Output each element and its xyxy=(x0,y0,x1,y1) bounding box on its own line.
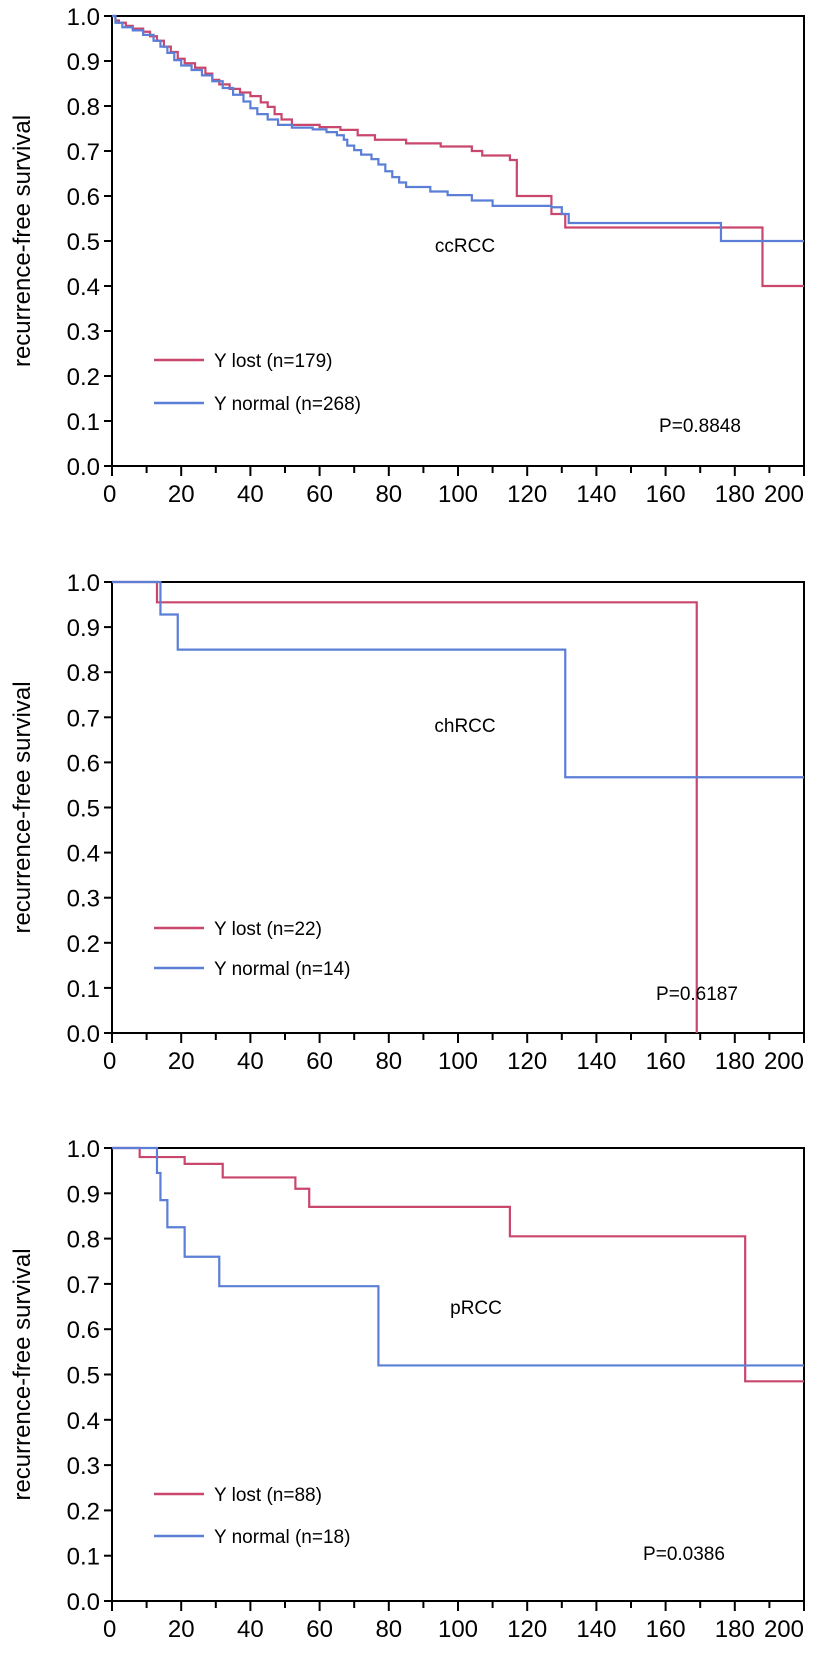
legend-label-y-normal: Y normal (n=268) xyxy=(214,394,361,415)
y-axis-label: recurrence-free survival xyxy=(9,1248,36,1500)
subtype-annotation: ccRCC xyxy=(435,236,495,257)
y-tick-label: 0.3 xyxy=(67,886,100,913)
x-tick-label: 180 xyxy=(715,481,755,508)
x-tick-label: 20 xyxy=(168,1048,195,1075)
x-tick-label: 60 xyxy=(306,1048,333,1075)
survival-curve-y-normal xyxy=(112,580,804,779)
chart-panel-1: 0.0 0.1 0.2 0.3 0.4 0.5 0.6 0.7 0.8 0.9 1.0 0 20 40 60… xyxy=(9,4,805,508)
x-tick-label: 100 xyxy=(438,1048,478,1075)
y-tick-label: 0.4 xyxy=(67,1408,100,1435)
x-tick-label: 40 xyxy=(237,1048,264,1075)
y-tick-label: 1.0 xyxy=(67,570,100,597)
p-value-annotation: P=0.6187 xyxy=(656,984,738,1005)
x-tick-label: 200 xyxy=(764,481,804,508)
survival-curve-y-normal xyxy=(112,14,804,243)
y-tick-label: 0.9 xyxy=(67,615,100,642)
x-tick-label: 20 xyxy=(168,1616,195,1643)
y-tick-label: 0.7 xyxy=(67,139,100,166)
x-tick-label: 60 xyxy=(306,481,333,508)
x-tick-label: 40 xyxy=(237,481,264,508)
y-tick-label: 0.5 xyxy=(67,1363,100,1390)
x-tick-label: 200 xyxy=(764,1048,804,1075)
y-tick-label: 1.0 xyxy=(67,4,100,31)
subtype-annotation: pRCC xyxy=(450,1298,502,1319)
x-tick-label: 0 xyxy=(103,1048,116,1075)
p-value-annotation: P=0.0386 xyxy=(643,1544,725,1565)
y-tick-label: 0.8 xyxy=(67,660,100,687)
x-tick-label: 0 xyxy=(103,1616,116,1643)
y-tick-label: 1.0 xyxy=(67,1136,100,1163)
survival-curve-y-lost xyxy=(112,14,804,288)
x-tick-label: 100 xyxy=(438,481,478,508)
x-tick-label: 20 xyxy=(168,481,195,508)
y-tick-label: 0.6 xyxy=(67,1317,100,1344)
y-tick-label: 0.9 xyxy=(67,49,100,76)
x-tick-label: 160 xyxy=(646,1616,686,1643)
y-tick-label: 0.8 xyxy=(67,94,100,121)
x-tick-label: 80 xyxy=(375,481,402,508)
legend-label-y-lost: Y lost (n=22) xyxy=(214,919,322,940)
x-tick-label: 60 xyxy=(306,1616,333,1643)
x-tick-label: 180 xyxy=(715,1616,755,1643)
y-tick-label: 0.4 xyxy=(67,274,100,301)
y-tick-label: 0.0 xyxy=(67,454,100,481)
y-tick-label: 0.1 xyxy=(67,1544,100,1571)
y-tick-label: 0.7 xyxy=(67,1272,100,1299)
y-tick-label: 0.7 xyxy=(67,705,100,732)
legend-label-y-lost: Y lost (n=179) xyxy=(214,351,332,372)
x-tick-label: 140 xyxy=(576,1616,616,1643)
y-axis-label: recurrence-free survival xyxy=(9,115,36,367)
y-tick-label: 0.0 xyxy=(67,1589,100,1616)
y-tick-label: 0.4 xyxy=(67,841,100,868)
legend-label-y-lost: Y lost (n=88) xyxy=(214,1485,322,1506)
y-tick-label: 0.0 xyxy=(67,1021,100,1048)
x-tick-label: 140 xyxy=(576,1048,616,1075)
legend-label-y-normal: Y normal (n=18) xyxy=(214,1527,350,1548)
legend-label-y-normal: Y normal (n=14) xyxy=(214,959,350,980)
chart-panel-3: 0.0 0.1 0.2 0.3 0.4 0.5 0.6 0.7 0.8 0.9 1.0 0 20 40 60… xyxy=(9,1136,805,1643)
x-tick-label: 80 xyxy=(375,1048,402,1075)
y-tick-label: 0.3 xyxy=(67,319,100,346)
x-tick-label: 160 xyxy=(646,1048,686,1075)
y-tick-label: 0.1 xyxy=(67,409,100,436)
y-tick-label: 0.6 xyxy=(67,184,100,211)
x-tick-label: 200 xyxy=(764,1616,804,1643)
y-axis-label: recurrence-free survival xyxy=(9,681,36,933)
chart-panel-2: 0.0 0.1 0.2 0.3 0.4 0.5 0.6 0.7 0.8 0.9 1.0 0 20 40 60… xyxy=(9,570,805,1075)
subtype-annotation: chRCC xyxy=(434,716,495,737)
y-tick-label: 0.5 xyxy=(67,229,100,256)
x-tick-label: 40 xyxy=(237,1616,264,1643)
y-tick-label: 0.2 xyxy=(67,364,100,391)
y-tick-label: 0.1 xyxy=(67,976,100,1003)
y-tick-label: 0.8 xyxy=(67,1227,100,1254)
x-tick-label: 140 xyxy=(576,481,616,508)
x-tick-label: 160 xyxy=(646,481,686,508)
x-tick-label: 120 xyxy=(507,481,547,508)
x-tick-label: 100 xyxy=(438,1616,478,1643)
x-tick-label: 180 xyxy=(715,1048,755,1075)
x-tick-label: 80 xyxy=(375,1616,402,1643)
survival-curve-y-normal xyxy=(112,1146,804,1367)
y-tick-label: 0.5 xyxy=(67,796,100,823)
y-tick-label: 0.3 xyxy=(67,1453,100,1480)
y-tick-label: 0.2 xyxy=(67,931,100,958)
y-tick-label: 0.9 xyxy=(67,1181,100,1208)
x-tick-label: 120 xyxy=(507,1048,547,1075)
y-tick-label: 0.6 xyxy=(67,750,100,777)
y-tick-label: 0.2 xyxy=(67,1498,100,1525)
x-tick-label: 120 xyxy=(507,1616,547,1643)
survival-curve-y-lost xyxy=(112,1146,804,1383)
p-value-annotation: P=0.8848 xyxy=(659,416,741,437)
x-tick-label: 0 xyxy=(103,481,116,508)
